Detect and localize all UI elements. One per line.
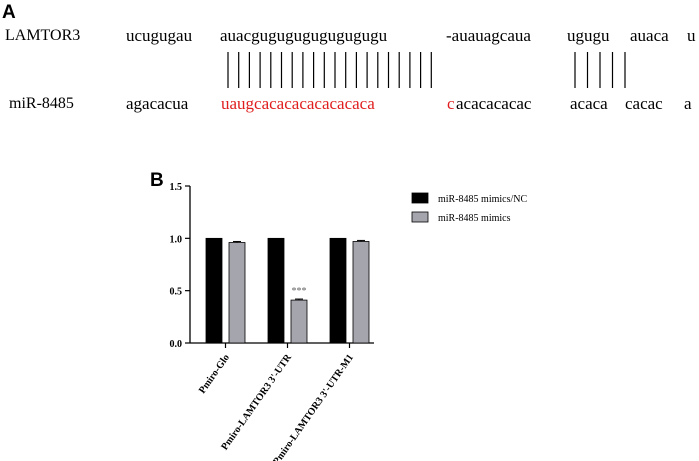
bar — [352, 241, 370, 344]
mirna-label: miR-8485 — [9, 95, 74, 112]
bar — [267, 237, 285, 344]
top-sequence-seg-4: auaca — [630, 26, 669, 45]
y-tick-label: 1.0 — [170, 234, 183, 245]
bottom-sequence-seg-1: uaugcacacacacacacaca — [221, 94, 375, 113]
legend-label: miR-8485 mimics — [438, 213, 511, 224]
y-tick-label: 1.5 — [170, 182, 183, 193]
bar — [290, 299, 308, 344]
legend-swatch — [411, 192, 429, 204]
bar — [329, 237, 347, 344]
top-sequence-seg-3: ugugu — [567, 26, 610, 45]
panel-b-letter: B — [150, 170, 164, 191]
y-tick-label: 0.0 — [170, 339, 183, 350]
x-tick-label: Pmiro-LAMTOR3 3'-UTR — [219, 352, 294, 453]
bottom-sequence-seg-6: a — [684, 94, 692, 113]
bottom-sequence-seg-2: c — [447, 94, 455, 113]
top-sequence-seg-2: -auauagcaua — [446, 26, 531, 45]
significance-label: *** — [292, 286, 307, 297]
y-tick-label: 0.5 — [170, 287, 183, 298]
panel-a-letter: A — [2, 2, 16, 23]
bar — [205, 237, 223, 344]
bar — [228, 242, 246, 344]
bottom-sequence-seg-5: cacac — [625, 94, 663, 113]
bottom-sequence-seg-4: acaca — [570, 94, 608, 113]
legend-label: miR-8485 mimics/NC — [438, 194, 528, 205]
top-sequence-seg-0: ucugugau — [126, 26, 193, 45]
x-tick-label: Pmiro-Glo — [197, 352, 232, 395]
base-pair-lines — [227, 52, 626, 88]
bottom-sequence-seg-0: agacacua — [126, 94, 189, 113]
top-sequence-seg-1: auacgugugugugugugugu — [220, 26, 388, 45]
legend-swatch — [411, 211, 429, 223]
top-sequence-seg-5: u — [687, 26, 696, 45]
bottom-sequence-seg-3: acacacacac — [456, 94, 532, 113]
gene-label-lamtor3: LAMTOR3 — [5, 27, 81, 44]
